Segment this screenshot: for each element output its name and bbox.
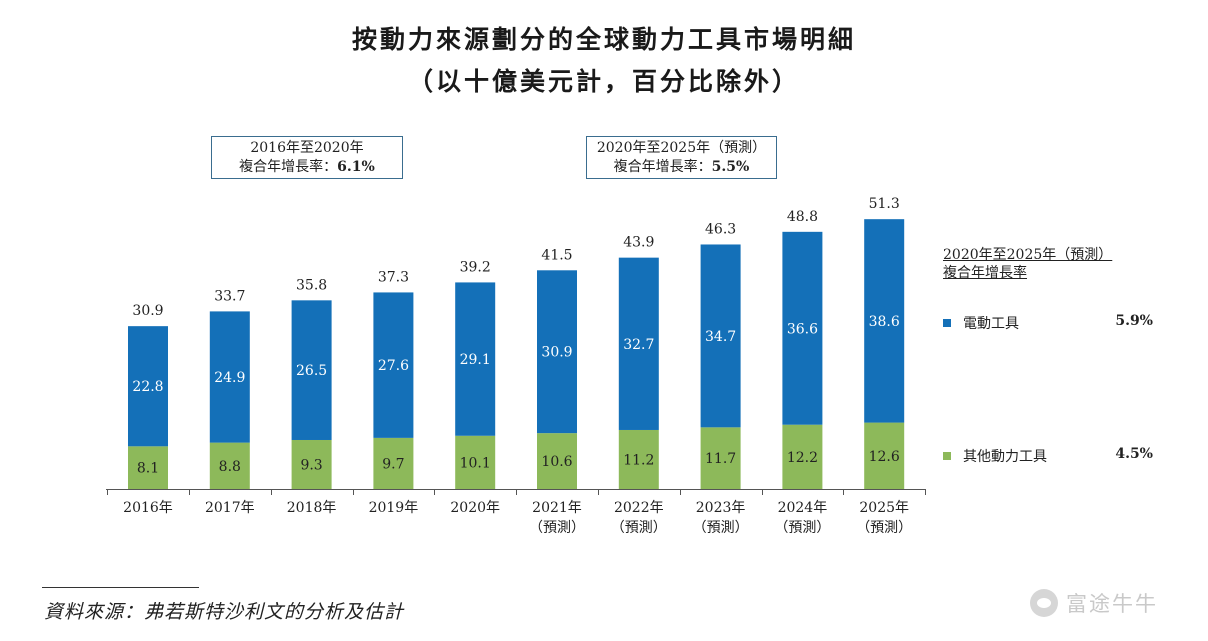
data-label-electric: 26.5 [296, 363, 327, 379]
x-tick-label: 2021年 [532, 500, 582, 516]
data-label-electric: 29.1 [460, 352, 491, 368]
legend-title-period: 2020年至2025年（預測） [943, 247, 1113, 263]
bar-segment-other [455, 435, 496, 489]
data-label-electric: 38.6 [869, 314, 900, 330]
x-tick-label: 2022年 [614, 500, 664, 516]
cagr-box-historical: 2016年至2020年 複合年增長率：6.1% [211, 136, 403, 179]
cagr-label: 複合年增長率： [239, 159, 338, 175]
data-label-electric: 34.7 [705, 329, 736, 345]
bar-segment-other [782, 424, 823, 489]
source-divider [42, 587, 199, 588]
bar-segment-other [537, 433, 577, 489]
data-label-other: 10.6 [541, 454, 572, 470]
bar-segment-other [128, 446, 168, 489]
data-label-total: 35.8 [296, 277, 327, 293]
cagr-period: 2020年至2025年（預測） [596, 140, 767, 156]
bar-segment-other [291, 439, 332, 489]
watermark: 富途牛牛 [1030, 588, 1158, 618]
chart-title: 按動力來源劃分的全球動力工具市場明細 [351, 25, 856, 54]
data-label-other: 11.7 [705, 451, 736, 467]
data-label-other: 9.7 [382, 456, 404, 472]
data-label-other: 8.1 [137, 461, 159, 477]
bar-segment-electric [618, 257, 659, 430]
data-label-other: 12.2 [787, 450, 818, 466]
bar-segment-electric [782, 231, 823, 425]
bar-segment-electric [373, 292, 414, 438]
bar-segment-electric [291, 300, 332, 440]
bar-segment-electric [864, 219, 905, 423]
legend-cagr-value: 5.9% [1115, 313, 1153, 329]
cagr-label: 複合年增長率： [613, 159, 712, 175]
data-label-other: 10.1 [460, 455, 491, 471]
data-label-electric: 30.9 [541, 345, 572, 361]
x-tick-label: 2019年 [369, 500, 419, 516]
bar-segment-other [209, 442, 250, 489]
x-tick-label: 2020年 [450, 500, 500, 516]
x-tick-label: （預測） [611, 520, 667, 536]
legend-title: 2020年至2025年（預測） 複合年增長率 [943, 246, 1112, 282]
bar-segment-other [618, 429, 659, 489]
cagr-value: 5.5% [711, 159, 750, 175]
data-label-total: 37.3 [378, 269, 409, 285]
data-label-electric: 24.9 [214, 370, 245, 386]
bar-segment-other [864, 422, 905, 489]
data-label-other: 8.8 [219, 459, 241, 475]
x-tick-label: 2017年 [205, 500, 255, 516]
data-label-total: 41.5 [541, 247, 572, 263]
cagr-value: 6.1% [337, 159, 375, 175]
source-note: 資料來源：弗若斯特沙利文的分析及估計 [44, 601, 405, 623]
chart-subtitle: （以十億美元計，百分比除外） [407, 67, 800, 96]
legend-swatch-electric [943, 319, 951, 327]
bar-segment-other [373, 437, 414, 489]
bar-segment-electric [209, 311, 250, 443]
futu-logo-icon [1030, 589, 1058, 617]
data-label-other: 12.6 [869, 449, 900, 465]
x-tick-label: 2025年 [859, 500, 909, 516]
data-label-other: 11.2 [623, 452, 654, 468]
data-label-other: 9.3 [300, 457, 322, 473]
bar-segment-electric [128, 326, 168, 447]
data-label-electric: 22.8 [132, 379, 163, 395]
legend-item-electric: 電動工具 5.9% [943, 313, 1153, 333]
bar-segment-electric [700, 244, 741, 428]
bar-segment-other [700, 427, 741, 489]
data-label-electric: 36.6 [787, 321, 818, 337]
data-label-total: 39.2 [460, 259, 491, 275]
data-label-electric: 32.7 [623, 337, 654, 353]
legend-swatch-other [943, 452, 951, 460]
x-tick-label: 2024年 [778, 500, 828, 516]
x-tick-label: （預測） [856, 520, 912, 536]
data-label-total: 51.3 [869, 196, 900, 212]
legend-label: 其他動力工具 [963, 449, 1047, 465]
legend-title-label: 複合年增長率 [943, 265, 1027, 281]
x-tick-label: 2023年 [696, 500, 746, 516]
bar-segment-electric [537, 270, 577, 434]
data-label-total: 46.3 [705, 221, 736, 237]
cagr-box-forecast: 2020年至2025年（預測） 複合年增長率：5.5% [586, 136, 777, 179]
legend-cagr-value: 4.5% [1115, 446, 1153, 462]
data-label-total: 30.9 [132, 303, 163, 319]
x-tick-label: 2018年 [287, 500, 337, 516]
bar-segment-electric [455, 282, 496, 436]
x-tick-label: （預測） [774, 520, 830, 536]
data-label-total: 43.9 [623, 235, 654, 251]
x-tick-label: （預測） [693, 520, 749, 536]
cagr-period: 2016年至2020年 [250, 140, 364, 156]
data-label-total: 48.8 [787, 209, 818, 225]
legend-item-other: 其他動力工具 4.5% [943, 446, 1153, 466]
x-tick-label: （預測） [529, 520, 585, 536]
data-label-total: 33.7 [214, 288, 245, 304]
x-tick-label: 2016年 [123, 500, 173, 516]
watermark-text: 富途牛牛 [1066, 592, 1158, 616]
legend-label: 電動工具 [963, 316, 1019, 332]
data-label-electric: 27.6 [378, 358, 409, 374]
